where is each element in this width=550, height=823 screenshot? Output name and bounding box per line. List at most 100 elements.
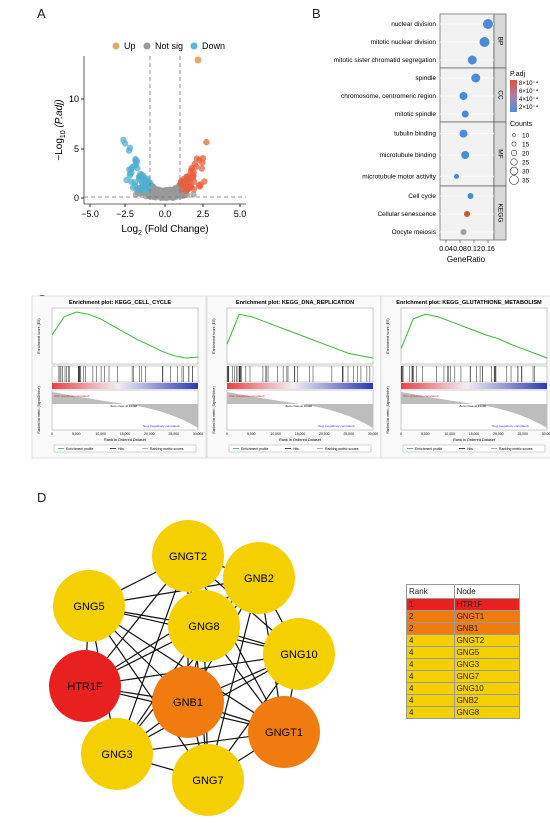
network-edge [116, 701, 189, 755]
counts-legend-circle [510, 158, 518, 166]
volcano-point [177, 184, 184, 192]
volcano-point [170, 193, 177, 201]
volcano-point [153, 192, 160, 199]
volcano-point [158, 194, 165, 201]
volcano-point [168, 190, 175, 198]
dotplot-facet-frame [439, 13, 495, 69]
dotplot-term-label: chromosome, centromeric region [341, 93, 436, 100]
gsea-es-frame [400, 307, 548, 365]
volcano-point [175, 186, 183, 194]
gsea-metric-area [227, 392, 373, 428]
volcano-point [171, 186, 178, 194]
volcano-point [199, 155, 207, 162]
volcano-point [157, 190, 165, 197]
volcano-point [167, 188, 175, 196]
gsea-x-tick: 25,000 [343, 432, 353, 436]
volcano-point [151, 190, 158, 197]
network-edge [84, 605, 90, 687]
dotplot-facet-strip [493, 67, 507, 123]
volcano-point [148, 190, 155, 198]
volcano-point [150, 183, 157, 191]
volcano-point [158, 192, 165, 199]
gsea-x-tick: 25,000 [517, 432, 527, 436]
volcano-point [144, 184, 152, 192]
rank-cell: 4 [406, 658, 455, 671]
volcano-point [178, 185, 185, 193]
gsea-hits-frame [400, 365, 548, 383]
volcano-point [144, 188, 151, 196]
volcano-point [171, 189, 178, 196]
volcano-point [178, 191, 185, 198]
rank-table-row: 1 HTR1F [406, 598, 521, 611]
volcano-point [159, 192, 166, 200]
volcano-point [146, 187, 153, 195]
volcano-point [179, 182, 186, 190]
dotplot-group-label: MF [496, 149, 503, 158]
volcano-point [170, 188, 177, 195]
volcano-point [134, 164, 141, 172]
volcano-point [147, 188, 155, 195]
node-label: GNGT1 [265, 727, 303, 739]
dotplot-term-label: mitotic nuclear division [371, 39, 437, 46]
volcano-point [152, 194, 160, 201]
network-edge [84, 685, 285, 733]
volcano-x-ticks: −5.0 −2.5 0.0 2.5 5.0 [81, 204, 246, 219]
volcano-point [150, 190, 158, 197]
node-label: GNG10 [280, 649, 317, 661]
volcano-point [154, 188, 161, 195]
volcano-point [139, 187, 146, 194]
node-cell: GNGT1 [453, 610, 521, 623]
volcano-point [185, 178, 192, 185]
volcano-point [173, 188, 180, 196]
volcano-point [153, 187, 160, 194]
volcano-point [153, 192, 161, 199]
dotplot-group-label: KEGG [496, 204, 503, 223]
gsea-es-ylabel: Enrichment score (ES) [386, 318, 390, 353]
dotplot-facet-frame [439, 185, 495, 241]
volcano-point [146, 184, 153, 191]
gsea-zero-cross: Zero cross at 15096 [110, 404, 137, 408]
network-edge [187, 701, 285, 733]
counts-legend-label: 25 [522, 160, 530, 167]
network-edge [88, 605, 209, 781]
volcano-point [155, 191, 162, 198]
counts-legend-label: 20 [522, 151, 530, 158]
volcano-point [164, 189, 171, 196]
legend-down-label: Down [202, 41, 225, 51]
volcano-point [154, 192, 161, 199]
volcano-point [176, 193, 183, 200]
volcano-point [143, 178, 150, 185]
network-edge [88, 605, 189, 703]
volcano-point [147, 188, 154, 195]
volcano-point [169, 191, 177, 198]
volcano-point [163, 187, 171, 195]
counts-legend-label: 10 [522, 133, 530, 140]
node-gnb1 [152, 666, 224, 738]
volcano-point [162, 188, 169, 195]
volcano-point [168, 190, 175, 198]
volcano-point [168, 189, 175, 197]
volcano-point [163, 194, 170, 201]
volcano-point [163, 186, 170, 194]
network-edge [258, 577, 300, 655]
volcano-point [143, 187, 150, 194]
gsea-x-tick: 15,000 [469, 432, 479, 436]
volcano-point [156, 189, 163, 197]
padj-colorbar [510, 80, 517, 112]
volcano-point [187, 167, 195, 174]
panel-label-a: A [37, 6, 46, 21]
volcano-point [168, 187, 175, 194]
volcano-point [129, 164, 136, 171]
dotplot-point [483, 19, 493, 29]
volcano-point [132, 157, 139, 164]
legend-notsig-label: Not sig [155, 41, 183, 51]
volcano-point [150, 184, 157, 191]
volcano-point [135, 173, 143, 180]
volcano-point [158, 194, 165, 201]
volcano-point [142, 193, 150, 200]
rank-cell: 1 [406, 598, 455, 611]
volcano-y-ticks: 0 5 10 [69, 94, 84, 203]
volcano-point [171, 191, 178, 199]
volcano-point [136, 175, 143, 183]
volcano-point [157, 193, 164, 200]
